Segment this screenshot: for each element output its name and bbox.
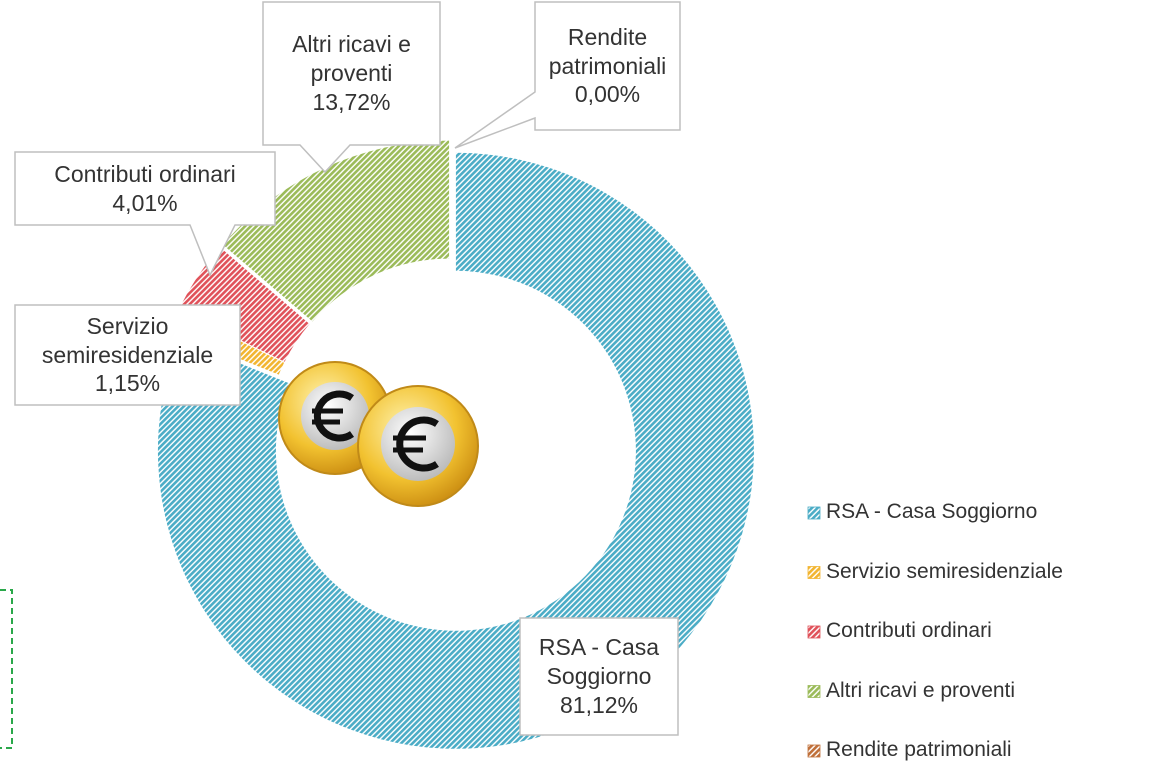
data-label-name: Servizio semiresidenziale bbox=[41, 312, 214, 368]
data-label: RSA - Casa Soggiorno 81,12% bbox=[520, 618, 678, 735]
callout-box bbox=[519, 617, 679, 736]
data-label-value: 4,01% bbox=[112, 189, 178, 216]
callout-box bbox=[262, 1, 441, 174]
callout-box bbox=[14, 304, 241, 406]
legend-label: Altri ricavi e proventi bbox=[826, 678, 1016, 702]
legend-swatch bbox=[807, 506, 821, 520]
dashed-frame bbox=[0, 589, 13, 749]
data-label-value: 0,00% bbox=[574, 81, 641, 108]
data-label-value: 13,72% bbox=[312, 88, 391, 115]
callout-box bbox=[454, 1, 681, 149]
data-label: Rendite patrimoniali 0,00% bbox=[535, 2, 680, 130]
donut-slice bbox=[157, 152, 754, 749]
legend-swatch bbox=[807, 685, 821, 698]
donut-slice bbox=[222, 140, 450, 322]
legend-label: Servizio semiresidenziale bbox=[826, 559, 1063, 583]
data-label-name: Altri ricavi e proventi bbox=[292, 31, 411, 87]
data-label: Contributi ordinari 4,01% bbox=[15, 152, 275, 225]
legend-swatch bbox=[807, 566, 821, 579]
data-label-name: Contributi ordinari bbox=[54, 160, 236, 187]
legend-swatch bbox=[807, 744, 821, 758]
data-label-value: 81,12% bbox=[559, 691, 638, 718]
legend-label: Contributi ordinari bbox=[826, 619, 992, 642]
data-label-name: Rendite patrimoniali bbox=[548, 23, 667, 79]
legend-label: RSA - Casa Soggiorno bbox=[826, 500, 1038, 523]
data-label: Servizio semiresidenziale 1,15% bbox=[15, 305, 240, 405]
legend-swatch bbox=[807, 625, 821, 639]
donut-slice bbox=[178, 247, 310, 362]
coins-icon bbox=[278, 361, 479, 507]
data-label-name: RSA - Casa Soggiorno bbox=[538, 634, 660, 690]
data-label: Altri ricavi e proventi 13,72% bbox=[263, 2, 440, 145]
legend-label: Rendite patrimoniali bbox=[826, 738, 1012, 761]
callout-box bbox=[14, 151, 276, 277]
data-label-value: 1,15% bbox=[94, 370, 161, 397]
